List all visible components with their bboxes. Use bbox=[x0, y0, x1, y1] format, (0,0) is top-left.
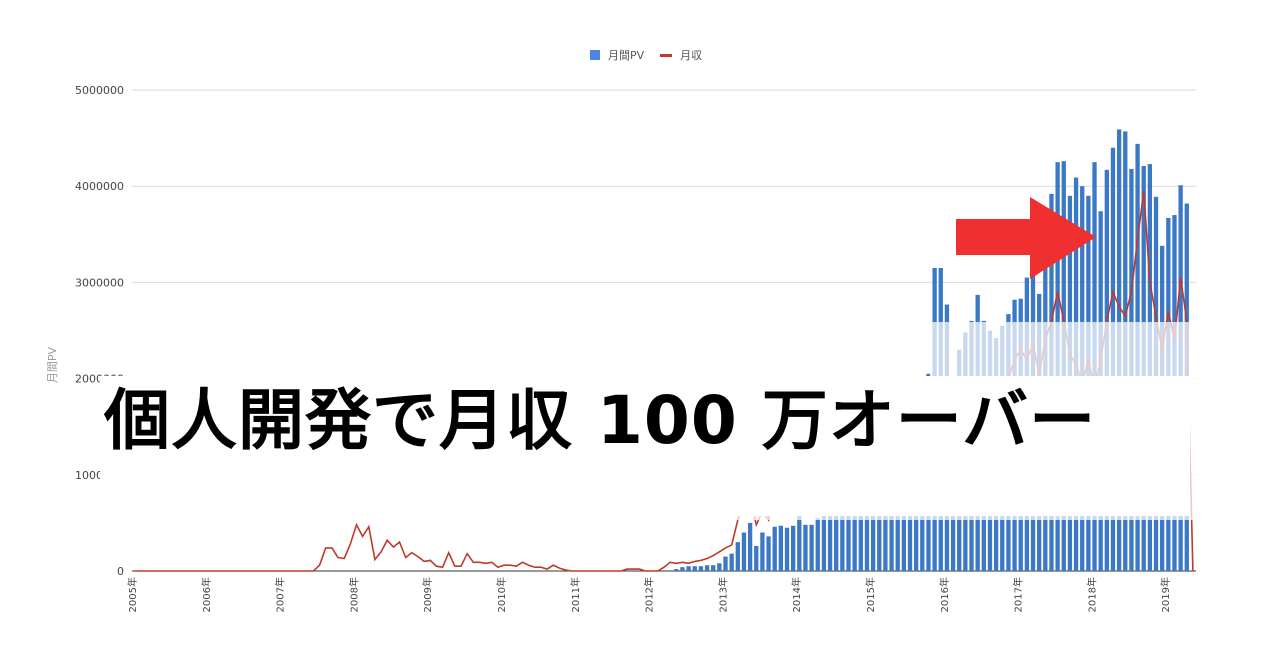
pv-bar bbox=[907, 469, 913, 571]
pv-bar bbox=[692, 566, 697, 571]
pv-bar bbox=[747, 522, 753, 571]
pv-bar bbox=[791, 525, 796, 571]
x-tick-label: 2014年 bbox=[790, 577, 803, 612]
y-tick-label: 0 bbox=[117, 565, 124, 578]
pv-bar bbox=[803, 524, 808, 571]
chart-legend: 月間PV 月収 bbox=[590, 47, 710, 63]
x-tick-label: 2007年 bbox=[274, 577, 287, 612]
pv-bar bbox=[723, 556, 728, 571]
pv-bar bbox=[883, 469, 888, 571]
headline-band bbox=[100, 376, 1190, 516]
pv-bar bbox=[877, 479, 882, 571]
pv-bar bbox=[680, 567, 685, 571]
pv-bar bbox=[754, 545, 759, 571]
pv-bar bbox=[735, 542, 740, 571]
x-tick-label: 2006年 bbox=[200, 577, 213, 612]
pv-bar bbox=[686, 566, 691, 571]
x-tick-label: 2015年 bbox=[864, 577, 877, 612]
pv-bar bbox=[895, 482, 900, 571]
pv-bar bbox=[870, 494, 876, 571]
pv-bar bbox=[821, 515, 827, 571]
legend-label-pv: 月間PV bbox=[608, 49, 645, 62]
pv-bar bbox=[766, 536, 771, 571]
x-tick-label: 2008年 bbox=[347, 577, 360, 612]
pv-bar bbox=[846, 492, 851, 571]
pv-bar bbox=[840, 498, 845, 571]
x-tick-label: 2013年 bbox=[716, 577, 729, 612]
pv-bar bbox=[797, 503, 802, 571]
x-tick-label: 2012年 bbox=[643, 577, 656, 612]
x-tick-label: 2009年 bbox=[421, 577, 434, 612]
legend-label-income: 月収 bbox=[680, 49, 703, 62]
headline-text: 個人開発で月収 100 万オーバー bbox=[104, 382, 1097, 459]
pv-bar bbox=[914, 476, 919, 571]
pv-bar bbox=[809, 524, 814, 571]
pv-bar bbox=[760, 532, 765, 571]
pv-bar bbox=[827, 491, 833, 571]
x-tick-label: 2011年 bbox=[569, 577, 582, 612]
pv-bar bbox=[778, 525, 784, 571]
pv-bar bbox=[852, 510, 857, 571]
pv-bar bbox=[698, 566, 704, 571]
y-tick-label: 3000000 bbox=[75, 276, 124, 289]
x-tick-label: 2010年 bbox=[495, 577, 508, 612]
pv-bar bbox=[784, 527, 790, 571]
x-tick-label: 2017年 bbox=[1012, 577, 1025, 612]
pv-bar bbox=[711, 565, 716, 571]
pv-bar bbox=[674, 569, 679, 571]
pv-bar bbox=[704, 565, 710, 571]
legend-swatch-pv bbox=[590, 50, 600, 60]
pv-bar bbox=[864, 503, 870, 571]
pv-bar bbox=[815, 518, 820, 571]
pv-bar bbox=[772, 526, 777, 571]
legend-swatch-income bbox=[660, 53, 673, 57]
x-tick-label: 2019年 bbox=[1159, 577, 1172, 612]
x-tick-label: 2016年 bbox=[938, 577, 951, 612]
pv-bar bbox=[858, 501, 863, 571]
pv-bar bbox=[889, 470, 894, 571]
x-tick-label: 2005年 bbox=[126, 577, 139, 612]
pv-bar bbox=[717, 563, 722, 571]
pv-bar bbox=[834, 494, 839, 571]
pv-bar bbox=[729, 553, 734, 571]
y-tick-label: 4000000 bbox=[75, 180, 124, 193]
x-tick-label: 2018年 bbox=[1085, 577, 1098, 612]
y-axis-label: 月間PV bbox=[46, 346, 59, 383]
y-tick-label: 5000000 bbox=[75, 84, 124, 97]
pv-bar bbox=[741, 532, 747, 571]
right-arrow-icon bbox=[956, 197, 1096, 279]
